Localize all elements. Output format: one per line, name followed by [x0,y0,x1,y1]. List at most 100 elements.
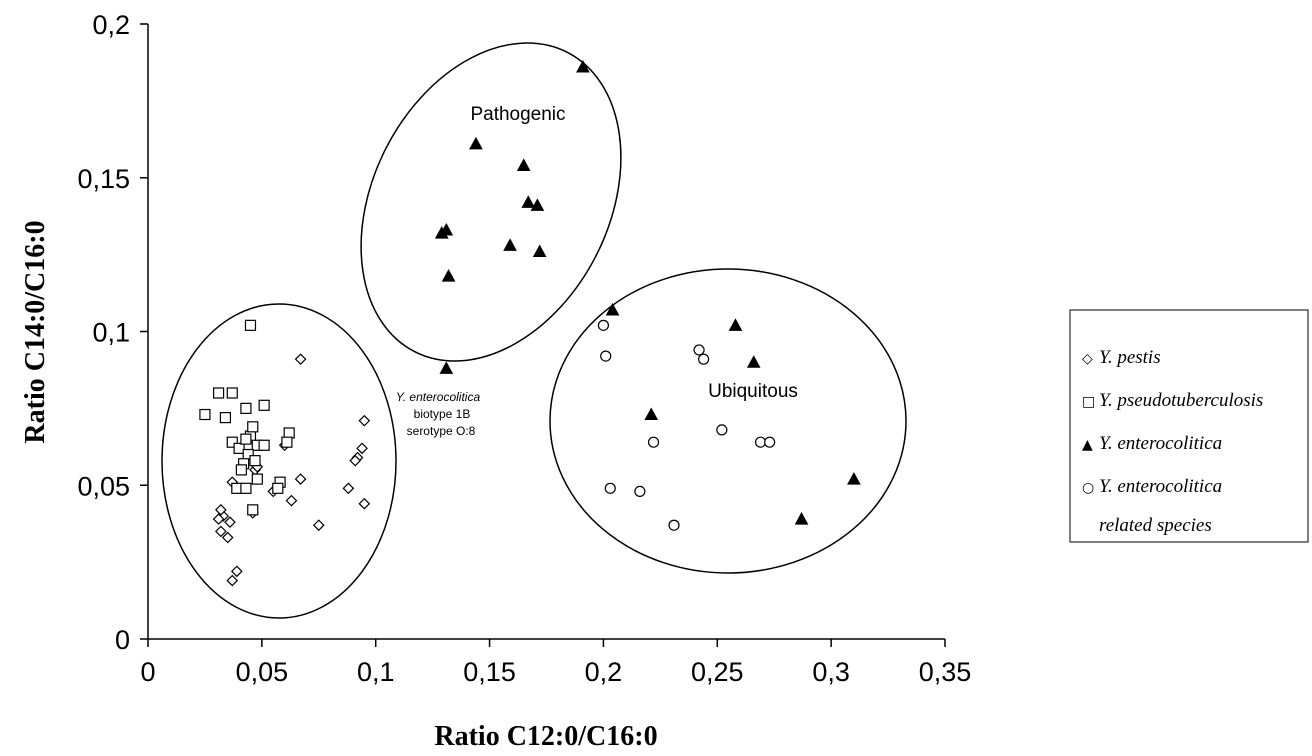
group-label-pathogenic: Pathogenic [470,104,565,125]
point-triangle [644,407,659,421]
y-tick-label: 0,1 [92,318,130,348]
y-tick-label: 0,2 [92,10,130,40]
point-triangle [503,238,517,251]
point-triangle [441,269,456,282]
point-square [247,504,259,516]
point-diamond [215,504,227,516]
point-circle [668,519,680,531]
point-diamond [294,473,307,485]
legend-marker-pestis: ◇ [1082,351,1093,367]
point-square [199,408,211,421]
legend: ◇ Y. pestis □ Y. pseudotuberculosis ▲ Y.… [1069,309,1309,543]
annotation-line-1: Y. enterocolitica [396,390,481,404]
cluster-ellipse-left [161,303,397,619]
point-circle [647,436,660,448]
point-diamond [349,454,362,467]
point-square [258,439,270,451]
x-tick-label: 0,15 [463,657,516,687]
point-square [272,482,284,494]
point-diamond [312,519,325,532]
point-square [244,319,257,331]
point-diamond [358,414,371,427]
legend-marker-enterocolitica: ▲ [1082,437,1093,453]
annotation-line-2: biotype 1B [414,407,471,421]
x-tick-label: 0,3 [812,657,850,687]
legend-marker-related: ○ [1082,480,1094,496]
point-triangle [605,302,620,316]
legend-label-enterocolitica: Y. enterocolitica [1099,433,1222,454]
point-square [233,442,245,454]
x-tick-label: 0 [140,657,155,687]
point-triangle [728,318,743,331]
point-diamond [215,525,227,538]
point-triangle [439,361,454,374]
point-square [235,464,247,476]
point-square [283,427,295,439]
point-square [212,387,225,399]
point-circle [693,344,705,356]
point-square [226,436,238,448]
x-tick-label: 0,05 [236,657,289,687]
legend-box [1069,309,1309,543]
point-triangle [746,355,761,368]
point-square [240,402,252,414]
point-circle [698,353,710,365]
series-2 [434,60,861,525]
point-diamond [224,516,236,528]
point-diamond [342,482,355,495]
point-square [247,421,259,433]
x-tick-label: 0,1 [357,657,395,687]
point-diamond [285,494,298,507]
point-diamond [294,353,307,366]
legend-label-pestis: Y. pestis [1099,347,1161,368]
cluster-ellipse-ubiquitous [549,268,907,574]
series-1 [199,319,295,516]
point-circle [600,350,612,362]
tick-labels: 0 0,05 0,1 0,15 0,2 0,25 0,3 0,35 0 0,05 0,1 0,15 0,… [77,10,971,687]
y-tick-label: 0,05 [77,471,130,501]
point-circle [604,482,616,494]
point-square [231,482,243,494]
point-triangle [516,158,531,171]
point-triangle [532,244,547,258]
data-points [199,60,861,587]
y-axis-title: Ratio C14:0/C16:0 [20,220,51,443]
point-square [258,399,270,411]
point-triangle [469,136,483,150]
series-3 [597,319,776,531]
point-square [251,473,263,485]
y-tick-label: 0 [115,625,130,655]
ticks [140,23,946,647]
point-square [219,412,232,424]
point-circle [754,436,767,448]
group-label-ubiquitous: Ubiquitous [708,381,798,402]
point-square [240,482,252,494]
point-square [240,433,252,445]
point-square [249,455,261,467]
x-tick-label: 0,35 [919,657,972,687]
legend-marker-pseudotuberculosis: □ [1082,394,1095,410]
x-tick-label: 0,25 [691,657,744,687]
point-circle [634,485,646,497]
point-diamond [358,497,371,510]
x-tick-label: 0,2 [585,657,623,687]
point-triangle [530,198,545,211]
point-triangle [847,472,861,485]
point-square [281,436,293,448]
point-triangle [434,226,449,239]
cluster-ellipse-pathogenic [360,42,622,362]
point-diamond [230,565,243,578]
point-triangle [521,195,536,208]
point-triangle [794,512,809,525]
point-triangle [576,60,590,73]
point-square [226,387,238,399]
point-diamond [226,574,239,587]
annotation-line-3: serotype O:8 [407,424,476,438]
point-diamond [212,513,225,525]
point-diamond [221,531,234,544]
point-diamond [356,442,368,455]
point-circle [716,424,728,436]
y-tick-label: 0,15 [77,164,130,194]
x-axis-title: Ratio C12:0/C16:0 [434,721,657,752]
